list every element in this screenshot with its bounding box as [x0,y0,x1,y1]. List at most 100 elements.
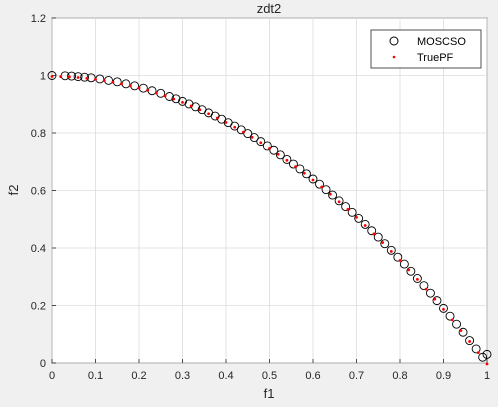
y-tick-labels: 0 0.2 0.4 0.6 0.8 1 1.2 [31,13,46,370]
moscso-point [302,169,311,179]
truepf-point [215,116,219,120]
truepf-point [355,215,358,219]
y-tick-label: 1 [40,71,46,83]
truepf-point [207,112,211,116]
moscso-point [334,196,344,206]
moscso-point [288,159,298,169]
truepf-point [242,130,245,134]
truepf-point [120,82,123,86]
moscso-point [236,125,246,135]
truepf-point [128,84,132,88]
truepf-point [285,158,289,162]
moscso-point [482,349,492,359]
truepf-point [389,250,393,253]
truepf-point [459,329,463,332]
truepf-point [198,108,202,112]
moscso-point [321,185,331,195]
truepf-point [398,259,402,262]
x-tick-label: 1 [484,370,490,382]
moscso-point [347,207,357,217]
moscso-point [243,129,253,139]
moscso-point [393,252,403,262]
truepf-point [85,76,89,80]
moscso-point [426,288,435,298]
moscso-point [282,154,292,164]
moscso-point [315,179,324,189]
legend-label-moscso: MOSCSO [417,36,466,48]
moscso-point [399,259,409,269]
truepf-point [476,351,480,355]
truepf-point [146,89,150,92]
truepf-point [320,185,324,189]
truepf-point [424,287,428,291]
moscso-point [445,311,455,321]
moscso-point [73,72,83,82]
truepf-point [433,297,437,301]
moscso-point [308,174,318,184]
truepf-point [337,200,341,204]
moscso-point [373,232,383,242]
series-moscso [47,71,492,362]
x-axis-label: f1 [264,386,275,401]
moscso-point [354,213,364,223]
truepf-point [268,146,271,150]
truepf-point [76,76,80,79]
truepf-point [189,104,193,108]
chart-title: zdt2 [257,1,282,16]
moscso-point [47,71,57,80]
moscso-point [360,219,370,229]
truepf-point [59,75,63,79]
y-axis-label: f2 [6,185,21,196]
moscso-point [249,133,259,143]
moscso-point [465,336,475,346]
moscso-point [295,164,305,174]
truepf-point [416,277,419,281]
truepf-point [346,208,350,211]
truepf-point [442,307,445,311]
truepf-point [407,268,411,272]
truepf-point [302,171,306,175]
truepf-point [450,318,454,322]
x-tick-label: 0.6 [305,370,320,382]
y-tick-label: 1.2 [31,13,46,25]
y-tick-label: 0.8 [31,128,46,140]
truepf-point [68,75,71,79]
truepf-point [172,97,176,101]
y-tick-label: 0.2 [31,301,46,313]
moscso-point [432,296,442,306]
moscso-point [406,266,416,276]
truepf-point [276,152,280,156]
moscso-point [439,303,448,313]
truepf-point [94,77,97,81]
legend-label-truepf: TruePF [417,52,454,64]
truepf-point [111,80,115,84]
legend[interactable]: MOSCSO TruePF [370,29,482,69]
y-tick-label: 0 [40,358,46,370]
x-tick-label: 0.8 [392,370,407,382]
truepf-point [294,165,297,169]
x-tick-label: 0 [49,370,55,382]
truepf-point [381,241,384,244]
legend-marker-moscso-icon [389,36,399,46]
series-layer [47,71,492,366]
x-tick-label: 0.1 [88,370,103,382]
moscso-point [478,352,488,362]
truepf-point [468,340,471,343]
y-tick-label: 0.4 [31,243,46,255]
truepf-point [233,125,237,129]
legend-marker-truepf-icon [392,55,396,59]
truepf-point [363,224,367,227]
moscso-point [386,245,396,255]
x-tick-label: 0.9 [436,370,451,382]
truepf-point [250,135,254,139]
truepf-point [259,141,263,145]
truepf-point [485,362,489,366]
x-tick-label: 0.7 [349,370,364,382]
moscso-point [458,327,468,337]
moscso-point [80,72,90,82]
x-tick-label: 0.2 [131,370,146,382]
truepf-point [372,232,376,236]
truepf-point [224,121,228,124]
moscso-point [269,145,279,155]
